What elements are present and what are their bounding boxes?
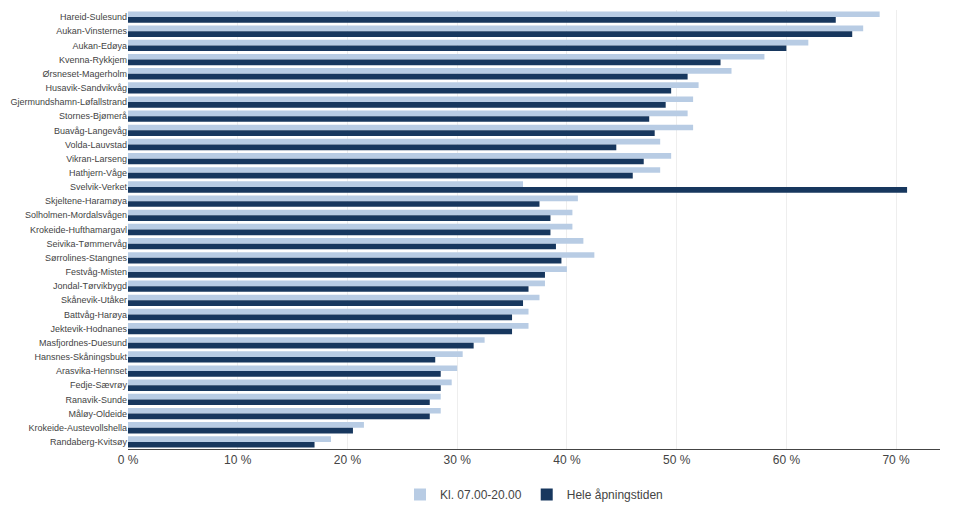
svg-text:Aukan-Edøya: Aukan-Edøya — [72, 41, 127, 51]
svg-text:Seivika-Tømmervåg: Seivika-Tømmervåg — [46, 239, 127, 249]
svg-text:Sørrolines-Stangnes: Sørrolines-Stangnes — [45, 253, 128, 263]
svg-text:Masfjordnes-Duesund: Masfjordnes-Duesund — [39, 338, 127, 348]
svg-text:Husavik-Sandvikvåg: Husavik-Sandvikvåg — [45, 83, 127, 93]
svg-text:Skjeltene-Haramøya: Skjeltene-Haramøya — [45, 196, 127, 206]
svg-text:Hele åpningstiden: Hele åpningstiden — [567, 488, 663, 502]
svg-text:Aukan-Vinsternes: Aukan-Vinsternes — [56, 26, 127, 36]
svg-text:Arasvika-Hennset: Arasvika-Hennset — [56, 366, 128, 376]
svg-text:Volda-Lauvstad: Volda-Lauvstad — [65, 140, 127, 150]
svg-text:Krokeide-Austevollshella: Krokeide-Austevollshella — [28, 423, 127, 433]
svg-text:Ranavik-Sunde: Ranavik-Sunde — [65, 395, 127, 405]
svg-text:Battvåg-Harøya: Battvåg-Harøya — [64, 310, 127, 320]
svg-text:Solholmen-Mordalsvågen: Solholmen-Mordalsvågen — [25, 210, 127, 220]
svg-text:Ørsneset-Magerholm: Ørsneset-Magerholm — [42, 69, 127, 79]
svg-text:40 %: 40 % — [553, 453, 581, 467]
svg-text:0 %: 0 % — [118, 453, 139, 467]
svg-text:Svelvik-Verket: Svelvik-Verket — [70, 182, 128, 192]
svg-text:Kvenna-Rykkjem: Kvenna-Rykkjem — [59, 55, 127, 65]
svg-text:30 %: 30 % — [444, 453, 472, 467]
svg-text:Randaberg-Kvitsøy: Randaberg-Kvitsøy — [50, 437, 128, 447]
svg-text:Måløy-Oldeide: Måløy-Oldeide — [68, 409, 127, 419]
svg-text:Hansnes-Skåningsbukt: Hansnes-Skåningsbukt — [34, 352, 127, 362]
svg-text:Vikran-Larseng: Vikran-Larseng — [66, 154, 127, 164]
svg-text:Stornes-Bjømerå: Stornes-Bjømerå — [59, 111, 127, 121]
svg-text:Jektevik-Hodnanes: Jektevik-Hodnanes — [50, 324, 127, 334]
svg-text:20 %: 20 % — [334, 453, 362, 467]
svg-text:70 %: 70 % — [882, 453, 910, 467]
svg-text:10 %: 10 % — [224, 453, 252, 467]
svg-text:Krokeide-Hufthamargavl: Krokeide-Hufthamargavl — [30, 225, 127, 235]
svg-text:50 %: 50 % — [663, 453, 691, 467]
svg-text:Skånevik-Utåker: Skånevik-Utåker — [61, 295, 127, 305]
svg-text:Kl. 07.00-20.00: Kl. 07.00-20.00 — [440, 488, 522, 502]
svg-text:Jondal-Tørvikbygd: Jondal-Tørvikbygd — [53, 281, 127, 291]
svg-text:Gjermundshamn-Løfallstrand: Gjermundshamn-Løfallstrand — [10, 97, 127, 107]
svg-text:Buavåg-Langevåg: Buavåg-Langevåg — [54, 126, 127, 136]
svg-text:Hathjern-Våge: Hathjern-Våge — [69, 168, 127, 178]
svg-text:Hareid-Sulesund: Hareid-Sulesund — [60, 12, 127, 22]
svg-text:60 %: 60 % — [773, 453, 801, 467]
svg-text:Fedje-Sævrøy: Fedje-Sævrøy — [70, 380, 128, 390]
svg-text:Festvåg-Misten: Festvåg-Misten — [65, 267, 127, 277]
